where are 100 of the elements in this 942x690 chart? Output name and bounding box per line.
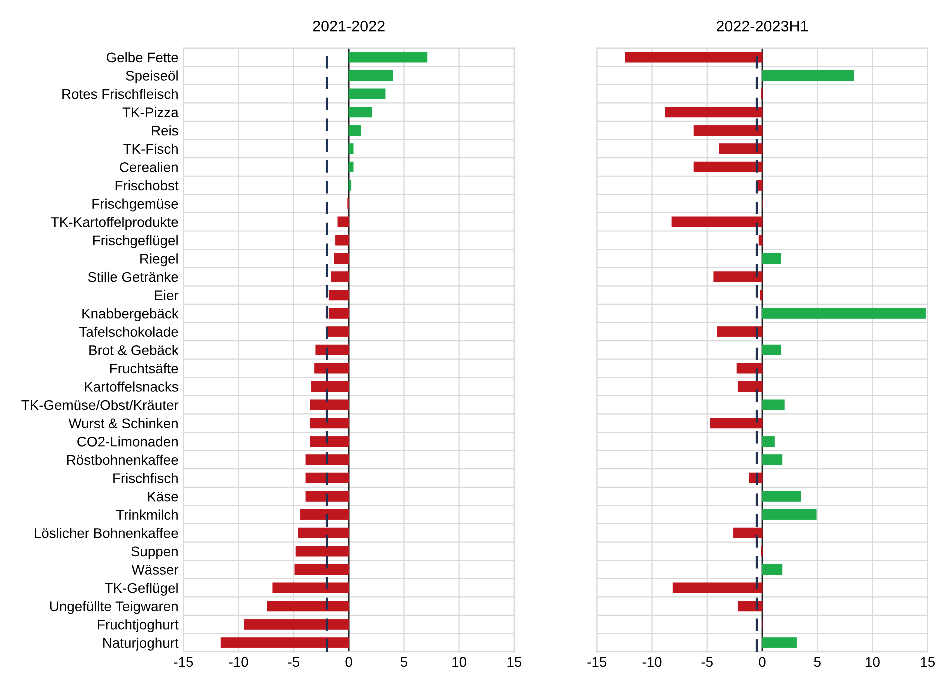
- bar: [719, 144, 763, 154]
- y-tick-label: Riegel: [140, 254, 178, 267]
- x-tick-label: -5: [702, 657, 713, 668]
- bar: [762, 308, 926, 319]
- bar: [762, 510, 817, 520]
- x-tick-label: -15: [174, 657, 194, 668]
- y-tick-label: Fruchtjoghurt: [98, 620, 179, 633]
- bar: [306, 472, 350, 484]
- bar: [267, 601, 350, 612]
- bar: [306, 454, 350, 466]
- bar: [736, 363, 763, 374]
- bar: [300, 510, 350, 520]
- y-tick-label: Tafelschokolade: [80, 326, 178, 338]
- bar: [762, 344, 782, 356]
- bar: [348, 180, 352, 191]
- bar: [758, 235, 763, 246]
- bar: [244, 619, 350, 630]
- bar: [296, 546, 350, 557]
- y-tick-label: CO2-Limonaden: [78, 436, 178, 447]
- bar: [714, 272, 763, 282]
- bar: [272, 582, 350, 594]
- y-tick-label: Frischobst: [116, 180, 179, 191]
- x-tick-label: 10: [452, 657, 466, 668]
- chart-title: 2022-2023H1: [716, 20, 808, 32]
- y-tick-label: Röstbohnenkaffee: [67, 454, 178, 466]
- y-tick-label: Löslicher Bohnenkaffee: [35, 528, 178, 538]
- y-tick-label: Ungefüllte Teigwaren: [50, 601, 178, 614]
- bar: [294, 564, 350, 576]
- bar: [762, 400, 785, 410]
- bar: [348, 107, 372, 118]
- y-tick-label: Trinkmilch: [116, 510, 178, 520]
- y-tick-label: Frischgeflügel: [94, 235, 178, 248]
- y-tick-label: TK-Gemüse/Obst/Kräuter: [22, 400, 179, 410]
- bar: [331, 272, 350, 282]
- bar: [760, 290, 763, 301]
- bar: [298, 528, 350, 538]
- y-tick-label: Fruchtsäfte: [110, 363, 178, 374]
- y-tick-label: Käse: [148, 492, 178, 502]
- bar: [310, 436, 350, 447]
- y-tick-label: Frischgemüse: [92, 198, 178, 212]
- x-tick-label: -15: [588, 657, 607, 668]
- bar: [348, 125, 362, 136]
- bar: [348, 88, 386, 100]
- x-tick-label: 0: [759, 657, 766, 668]
- bar: [310, 400, 350, 410]
- y-tick-label: Suppen: [132, 546, 178, 560]
- bar: [328, 290, 350, 301]
- bar: [762, 436, 775, 447]
- bar: [326, 326, 350, 338]
- bar: [336, 235, 350, 246]
- x-tick-label: -10: [642, 657, 662, 668]
- x-tick-label: 10: [866, 657, 880, 668]
- bar: [694, 162, 763, 173]
- bar: [348, 162, 354, 173]
- y-tick-label: Speiseöl: [126, 70, 178, 84]
- bar: [672, 216, 763, 228]
- y-tick-label: Naturjoghurt: [104, 638, 179, 651]
- bar: [310, 418, 350, 429]
- x-tick-label: -5: [288, 657, 300, 668]
- y-tick-label: Knabbergebäck: [82, 308, 179, 322]
- bar: [672, 582, 763, 594]
- bar: [762, 70, 854, 82]
- x-tick-label: -10: [229, 657, 248, 668]
- bar: [334, 253, 350, 264]
- bar: [348, 70, 394, 82]
- bar: [762, 564, 783, 576]
- bar: [626, 52, 763, 63]
- bar: [762, 491, 802, 502]
- x-tick-label: 15: [921, 657, 936, 668]
- bar: [710, 418, 763, 429]
- bar: [338, 216, 350, 228]
- y-tick-label: Rotes Frischfleisch: [62, 89, 178, 100]
- y-tick-label: Wurst & Schinken: [68, 418, 178, 429]
- y-tick-label: TK-Fisch: [124, 144, 178, 154]
- bar: [328, 308, 350, 319]
- bar: [314, 363, 350, 374]
- y-tick-label: Gelbe Fette: [106, 52, 178, 63]
- x-tick-label: 0: [346, 657, 352, 668]
- y-tick-label: TK-Geflügel: [105, 582, 178, 596]
- bar: [762, 638, 797, 648]
- y-tick-label: TK-Kartoffelprodukte: [51, 217, 178, 230]
- x-tick-label: 5: [400, 657, 408, 668]
- bar: [306, 491, 350, 502]
- y-tick-label: Eier: [155, 290, 179, 300]
- y-tick-label: Frischfisch: [114, 473, 178, 484]
- y-tick-label: Wässer: [132, 565, 179, 575]
- bar: [734, 528, 763, 538]
- y-tick-label: Stille Getränke: [88, 272, 178, 282]
- x-tick-label: 15: [508, 657, 522, 668]
- bar: [311, 381, 350, 392]
- chart-title: 2021-2022: [313, 20, 385, 32]
- bar: [316, 344, 350, 356]
- bar: [348, 52, 428, 63]
- bar: [738, 381, 763, 392]
- bar: [665, 107, 763, 118]
- bar: [762, 454, 783, 466]
- y-tick-label: TK-Pizza: [122, 107, 179, 118]
- x-tick-label: 5: [814, 657, 821, 668]
- bar: [220, 638, 350, 648]
- bar: [348, 144, 354, 154]
